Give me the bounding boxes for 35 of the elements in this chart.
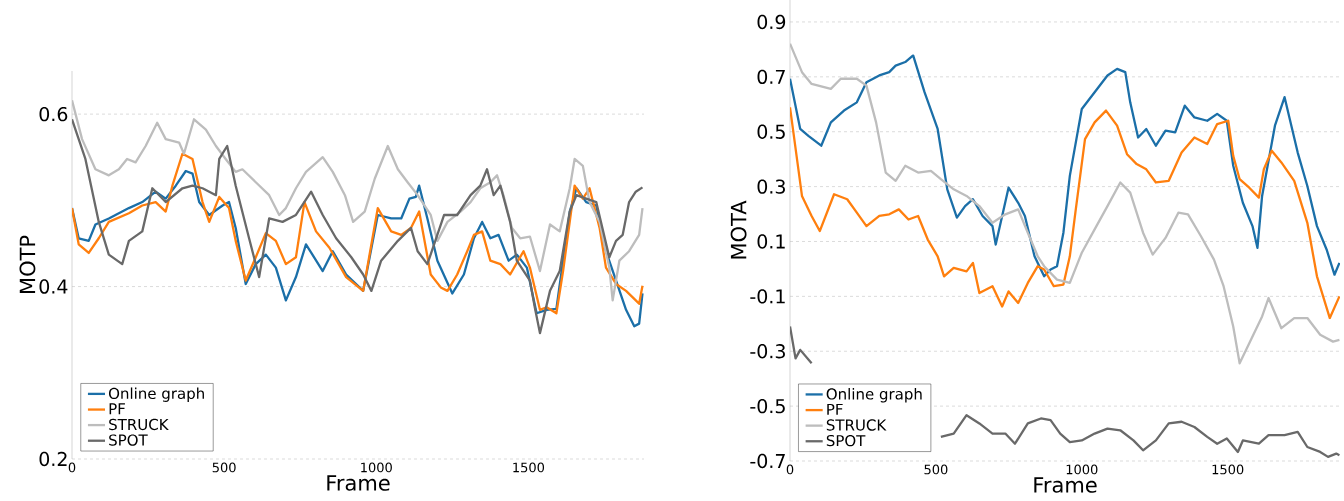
line-series xyxy=(72,152,644,315)
x-tick-label: 1500 xyxy=(513,462,545,473)
legend-label: PF xyxy=(109,403,125,415)
y-tick-label: 0.1 xyxy=(757,234,785,249)
x-tick-label: 500 xyxy=(212,462,236,473)
legend-label: PF xyxy=(827,403,843,415)
y-tick-label: 0.7 xyxy=(757,69,785,85)
legend-label: Online graph xyxy=(826,387,922,403)
y-tick-label: -0.3 xyxy=(750,344,785,359)
x-tick-label: 500 xyxy=(924,464,948,475)
line-series xyxy=(72,118,644,335)
y-tick-label: 0.4 xyxy=(39,279,68,294)
line-series xyxy=(790,54,1341,278)
y-tick-label: -0.7 xyxy=(750,453,785,469)
x-tick-label: 0 xyxy=(786,464,794,475)
y-tick-label: -0.5 xyxy=(750,398,785,414)
y-tick-label: 0.2 xyxy=(39,451,67,467)
y-axis-title: MOTP xyxy=(19,235,36,294)
legend-label: STRUCK xyxy=(109,418,169,431)
x-tick-label: 1000 xyxy=(361,462,392,473)
x-axis-title: Frame xyxy=(1034,477,1097,493)
legend-label: SPOT xyxy=(109,434,148,446)
legend-label: Online graph xyxy=(109,387,204,402)
x-axis-title: Frame xyxy=(327,475,390,491)
x-tick-label: 1500 xyxy=(1212,464,1244,475)
y-tick-label: -0.1 xyxy=(750,289,785,304)
y-tick-label: 0.6 xyxy=(39,106,68,122)
legend-label: STRUCK xyxy=(826,419,887,431)
y-axis-title: MOTA xyxy=(730,200,747,259)
x-tick-label: 0 xyxy=(68,462,76,473)
y-tick-label: 0.5 xyxy=(757,124,785,139)
y-tick-label: 0.3 xyxy=(757,179,785,194)
y-tick-label: 0.9 xyxy=(757,14,786,30)
x-tick-label: 1000 xyxy=(1066,464,1098,475)
legend-label: SPOT xyxy=(826,434,866,447)
